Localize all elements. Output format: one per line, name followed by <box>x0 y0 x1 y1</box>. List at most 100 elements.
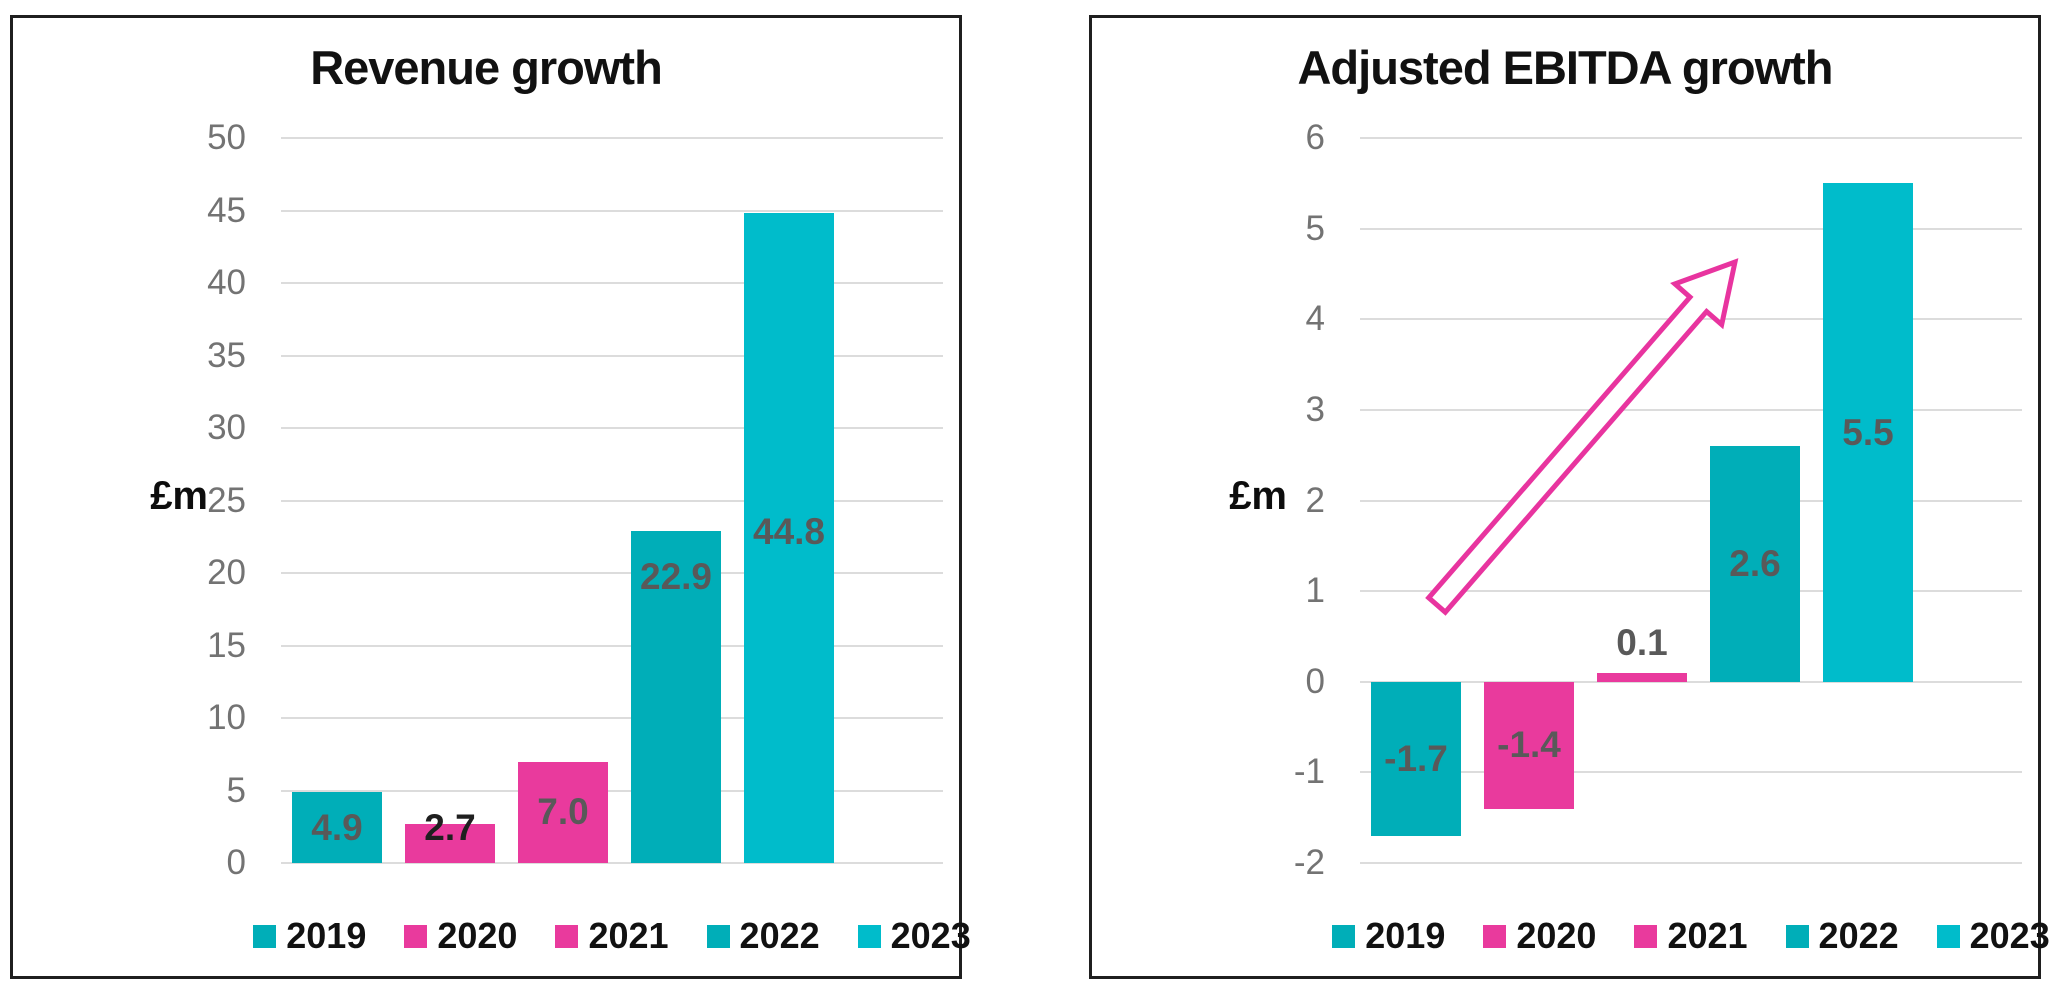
legend-item-2019: 2019 <box>253 915 366 957</box>
gridline <box>1360 771 2022 774</box>
bar-2021 <box>518 761 608 863</box>
legend-swatch-2020 <box>1483 924 1507 948</box>
y-axis-tick-label: 3 <box>1305 389 1325 429</box>
gridline <box>281 789 943 792</box>
gridline <box>281 499 943 502</box>
legend-swatch-2021 <box>555 924 579 948</box>
y-axis-tick-label: -2 <box>1293 843 1325 882</box>
bar-2022 <box>631 530 721 863</box>
legend-label: 2021 <box>588 915 669 956</box>
y-axis-tick-label: 2 <box>1305 480 1325 520</box>
y-axis-tick-label: 40 <box>207 263 246 302</box>
chart-legend: 2019 2020 2021 2022 2023 <box>1332 915 2050 957</box>
y-axis-tick-label: 1 <box>1305 571 1325 611</box>
gridline <box>281 137 943 139</box>
bar-2019 <box>1371 681 1461 836</box>
chart-legend: 2019 2020 2021 2022 2023 <box>253 915 971 957</box>
y-axis-tick-label: 0 <box>1305 661 1325 701</box>
legend-item-2021: 2021 <box>555 915 669 957</box>
legend-label: 2020 <box>1516 915 1597 956</box>
legend-label: 2023 <box>1969 915 2050 956</box>
legend-item-2023: 2023 <box>857 915 971 957</box>
y-axis-title: £m <box>150 474 208 518</box>
gridline <box>281 209 943 212</box>
bar-2021 <box>1597 672 1687 682</box>
legend-label: 2022 <box>1818 915 1899 956</box>
legend-swatch-2019 <box>253 924 277 948</box>
legend-label: 2022 <box>739 915 820 956</box>
gridline <box>1360 499 2022 502</box>
legend-swatch-2022 <box>706 924 730 948</box>
bar-2019 <box>292 791 382 863</box>
gridline <box>281 354 943 357</box>
y-axis-tick-label: 20 <box>207 553 246 592</box>
legend-item-2021: 2021 <box>1634 915 1748 957</box>
legend-swatch-2020 <box>404 924 428 948</box>
legend-swatch-2023 <box>857 924 881 948</box>
gridline <box>1360 318 2022 321</box>
y-axis-tick-label: 45 <box>207 190 246 230</box>
y-axis-tick-label: 5 <box>226 770 246 810</box>
y-axis-tick-label: -1 <box>1293 752 1325 792</box>
y-axis-tick-label: 30 <box>207 408 246 447</box>
bar-value-label: -1.4 <box>1497 724 1561 766</box>
legend-item-2022: 2022 <box>1785 915 1899 957</box>
gridline <box>281 427 943 429</box>
legend-item-2019: 2019 <box>1332 915 1445 957</box>
y-axis-tick-label: 10 <box>207 698 246 737</box>
bar-2023 <box>1823 183 1913 682</box>
gridline <box>1360 680 2022 683</box>
legend-swatch-2022 <box>1785 924 1809 948</box>
y-axis-tick-label: 5 <box>1305 208 1325 248</box>
y-axis-title: £m <box>1229 474 1287 518</box>
y-axis-tick-label: 0 <box>226 843 246 882</box>
plot-area: -1.7 -1.4 0.1 2.6 5.5 <box>1360 137 2022 864</box>
y-axis-tick-label: 6 <box>1305 118 1325 157</box>
legend-label: 2021 <box>1667 915 1748 956</box>
bar-value-label: 44.8 <box>752 511 826 553</box>
legend-label: 2019 <box>286 915 367 956</box>
bar-value-label: 0.1 <box>1616 621 1668 663</box>
bar-value-label: -1.7 <box>1384 737 1448 779</box>
gridline <box>1360 590 2022 593</box>
legend-label: 2020 <box>437 915 518 956</box>
plot-area: 4.9 2.7 7.0 22.9 44.8 <box>281 137 943 864</box>
gridline <box>1360 862 2022 864</box>
gridline <box>281 862 943 864</box>
gridline <box>281 282 943 284</box>
chart-title: Adjusted EBITDA growth <box>1297 41 1833 94</box>
legend-swatch-2019 <box>1332 924 1356 948</box>
legend-item-2020: 2020 <box>1483 915 1596 957</box>
bar-2020 <box>405 823 495 863</box>
legend-item-2020: 2020 <box>404 915 517 957</box>
y-axis-tick-label: 35 <box>207 335 246 375</box>
legend-swatch-2023 <box>1936 924 1960 948</box>
bar-value-label: 2.7 <box>424 806 476 848</box>
chart-title: Revenue growth <box>310 41 663 94</box>
gridline <box>281 717 943 719</box>
legend-swatch-2021 <box>1634 924 1658 948</box>
legend-label: 2019 <box>1365 915 1446 956</box>
gridline <box>281 572 943 574</box>
y-axis-tick-label: 50 <box>207 118 246 157</box>
bar-value-label: 22.9 <box>639 556 713 598</box>
bar-value-label: 4.9 <box>311 806 363 848</box>
revenue-growth-chart-panel: Revenue growth £m 4.9 2.7 7.0 22.9 44.8 2019… <box>10 15 971 979</box>
bar-value-label: 7.0 <box>537 791 589 833</box>
legend-item-2023: 2023 <box>1936 915 2050 957</box>
legend-item-2022: 2022 <box>706 915 820 957</box>
ebitda-growth-chart-panel: Adjusted EBITDA growth £m -1.7 -1.4 0.1 2.6… <box>1089 15 2050 979</box>
bar-2020 <box>1484 681 1574 809</box>
bar-2023 <box>744 213 834 863</box>
y-axis-tick-label: 25 <box>207 480 246 520</box>
gridline <box>281 644 943 647</box>
gridline <box>1360 408 2022 411</box>
y-axis-tick-label: 15 <box>207 625 246 665</box>
bar-value-label: 5.5 <box>1842 411 1894 453</box>
y-axis-tick-label: 4 <box>1305 299 1325 339</box>
gridline <box>1360 137 2022 139</box>
bar-value-label: 2.6 <box>1729 542 1781 584</box>
gridline <box>1360 227 2022 230</box>
legend-label: 2023 <box>890 915 971 956</box>
